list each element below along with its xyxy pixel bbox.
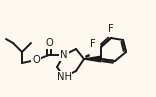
Text: NH: NH [56, 72, 71, 82]
Text: F: F [108, 24, 114, 34]
Text: N: N [60, 50, 68, 60]
Text: F: F [90, 39, 96, 49]
Text: O: O [32, 55, 40, 65]
Polygon shape [84, 56, 101, 62]
Text: O: O [45, 38, 53, 48]
